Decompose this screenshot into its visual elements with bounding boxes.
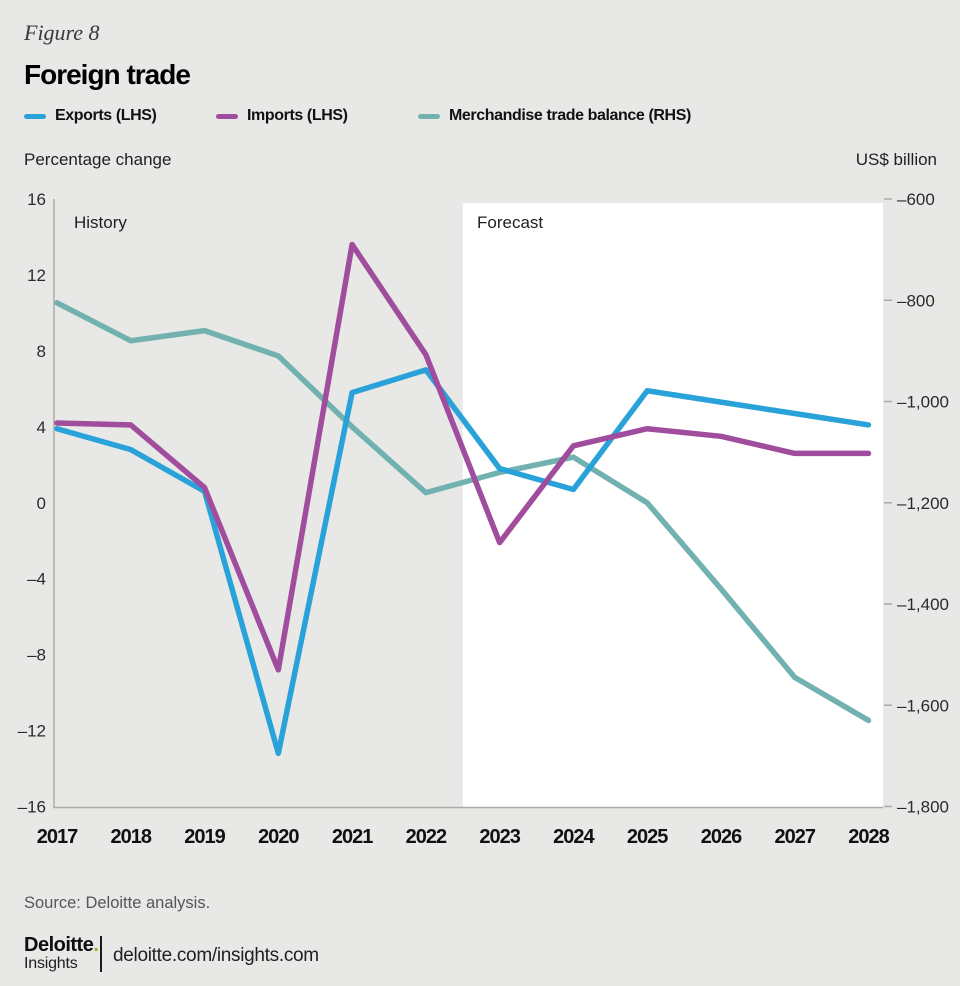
left-axis-tick-label: 12 — [27, 266, 46, 285]
x-axis-year-label: 2024 — [553, 826, 595, 848]
x-axis-year-label: 2028 — [848, 826, 889, 848]
legend-item-imports[interactable]: Imports (LHS) — [216, 107, 348, 125]
history-region-label: History — [74, 213, 127, 232]
logo-dot: . — [93, 934, 99, 956]
right-axis-tick-label: –600 — [897, 190, 935, 209]
x-axis-year-label: 2023 — [479, 826, 520, 848]
series-line-merchandise-trade-balance-rhs — [54, 300, 872, 724]
x-axis-year-label: 2017 — [37, 826, 78, 848]
x-axis-year-label: 2018 — [111, 826, 152, 848]
logo-divider — [100, 936, 102, 972]
legend-item-exports[interactable]: Exports (LHS) — [24, 107, 157, 125]
exports-line-swatch-icon — [24, 113, 46, 119]
x-axis-year-label: 2025 — [627, 826, 668, 848]
deloitte-insights-logo: Deloitte. Insights — [24, 934, 99, 972]
figure-label: Figure 8 — [24, 20, 100, 45]
left-axis-tick-label: 8 — [37, 342, 46, 361]
right-axis-tick-label: –1,600 — [897, 696, 949, 715]
logo-text: Deloitte — [24, 934, 94, 956]
left-axis-tick-label: –4 — [27, 570, 46, 589]
legend-item-trade-balance[interactable]: Merchandise trade balance (RHS) — [418, 107, 691, 125]
series-line-imports-lhs — [54, 241, 872, 673]
legend-label-imports: Imports (LHS) — [247, 107, 348, 124]
forecast-region-label: Forecast — [477, 213, 544, 232]
x-axis-year-label: 2022 — [406, 826, 447, 848]
legend-label-trade-balance: Merchandise trade balance (RHS) — [449, 107, 691, 124]
x-axis-year-label: 2021 — [332, 826, 373, 848]
source-note: Source: Deloitte analysis. — [24, 894, 211, 912]
left-axis-tick-label: 16 — [27, 190, 46, 209]
series-line-exports-lhs — [54, 367, 872, 757]
x-axis-year-label: 2019 — [184, 826, 225, 848]
right-axis-tick-label: –1,200 — [897, 494, 949, 513]
left-axis-title: Percentage change — [24, 150, 172, 169]
legend-label-exports: Exports (LHS) — [55, 107, 157, 124]
chart-title: Foreign trade — [24, 59, 191, 90]
imports-line-swatch-icon — [216, 113, 238, 119]
left-axis-tick-label: 4 — [37, 418, 46, 437]
right-axis-tick-label: –800 — [897, 291, 935, 310]
x-axis-year-label: 2020 — [258, 826, 299, 848]
right-axis-tick-label: –1,000 — [897, 393, 949, 412]
insights-url-link[interactable]: deloitte.com/insights.com — [113, 945, 319, 966]
right-axis-tick-label: –1,400 — [897, 595, 949, 614]
x-axis-year-label: 2026 — [701, 826, 742, 848]
logo-insights-text: Insights — [24, 955, 78, 972]
forecast-region — [462, 203, 883, 808]
left-axis-tick-label: –12 — [18, 722, 46, 741]
logo-wordmark: Deloitte. — [24, 934, 99, 956]
left-axis-tick-label: 0 — [37, 494, 46, 513]
right-axis-title: US$ billion — [855, 150, 937, 169]
right-axis-tick-label: –1,800 — [897, 798, 949, 817]
x-axis-year-label: 2027 — [774, 826, 815, 848]
trade-balance-line-swatch-icon — [418, 113, 440, 119]
left-axis-tick-label: –8 — [27, 646, 46, 665]
left-axis-tick-label: –16 — [18, 798, 46, 817]
